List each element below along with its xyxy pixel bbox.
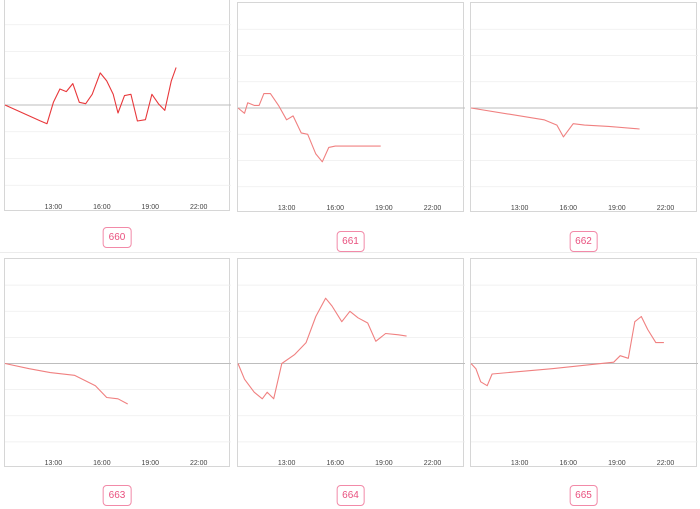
line-chart-660: 13:00 16:00 19:00 22:00 [4, 24, 231, 211]
x-tick-label: 22:00 [190, 204, 208, 211]
x-tick-label: 22:00 [424, 460, 442, 467]
line-chart-662: 13:00 16:00 19:00 22:00 [470, 28, 698, 212]
x-tick-label: 22:00 [657, 460, 675, 467]
x-tick-label: 16:00 [327, 205, 345, 212]
plot-area: 13:00 16:00 19:00 22:00 [4, 258, 231, 467]
x-tick-label: 13:00 [45, 204, 63, 211]
x-tick-label: 16:00 [327, 460, 345, 467]
x-tick-label: 13:00 [511, 460, 529, 467]
chart-id-badge[interactable]: 663 [102, 485, 132, 506]
x-tick-label: 19:00 [142, 460, 160, 467]
x-tick-label: 22:00 [190, 460, 208, 467]
series-line [4, 67, 177, 125]
x-tick-label: 19:00 [375, 460, 393, 467]
line-chart-663: 13:00 16:00 19:00 22:00 [4, 284, 231, 467]
x-tick-label: 13:00 [511, 205, 529, 212]
x-tick-label: 16:00 [93, 204, 111, 211]
chart-id-badge[interactable]: 662 [569, 231, 598, 252]
plot-area: 13:00 16:00 19:00 22:00 [4, 0, 231, 211]
series-line [237, 297, 407, 400]
plot-area: 13:00 16:00 19:00 22:00 [470, 2, 698, 212]
plot-area: 13:00 16:00 19:00 22:00 [237, 258, 465, 467]
chart-id-badge[interactable]: 661 [336, 231, 365, 252]
plot-area: 13:00 16:00 19:00 22:00 [470, 258, 698, 467]
chart-panel-665: 13:00 16:00 19:00 22:00 665 [470, 258, 698, 507]
series-line [4, 362, 128, 405]
x-tick-label: 19:00 [608, 205, 626, 212]
chart-panel-661: 13:00 16:00 19:00 22:00 661 [237, 2, 465, 253]
x-tick-label: 13:00 [278, 205, 296, 212]
chart-id-badge[interactable]: 660 [102, 227, 132, 248]
x-tick-label: 19:00 [142, 204, 160, 211]
plot-area: 13:00 16:00 19:00 22:00 [237, 2, 465, 212]
x-tick-label: 22:00 [657, 205, 675, 212]
chart-id-badge[interactable]: 664 [336, 485, 365, 506]
line-chart-664: 13:00 16:00 19:00 22:00 [237, 284, 465, 467]
series-line [470, 107, 640, 138]
series-line [237, 93, 381, 163]
chart-panel-663: 13:00 16:00 19:00 22:00 663 [4, 258, 231, 507]
chart-panel-662: 13:00 16:00 19:00 22:00 662 [470, 2, 698, 253]
x-tick-label: 19:00 [375, 205, 393, 212]
chart-id-badge[interactable]: 665 [569, 485, 598, 506]
x-tick-label: 22:00 [424, 205, 442, 212]
chart-panel-664: 13:00 16:00 19:00 22:00 664 [237, 258, 465, 507]
line-chart-661: 13:00 16:00 19:00 22:00 [237, 28, 465, 212]
series-line [470, 315, 664, 387]
x-tick-label: 16:00 [93, 460, 111, 467]
x-tick-label: 13:00 [45, 460, 63, 467]
line-chart-665: 13:00 16:00 19:00 22:00 [470, 284, 698, 467]
x-tick-label: 16:00 [560, 205, 578, 212]
x-tick-label: 13:00 [278, 460, 296, 467]
chart-panel-660: 13:00 16:00 19:00 22:00 660 [4, 0, 231, 249]
row-separator [0, 252, 700, 253]
x-tick-label: 16:00 [560, 460, 578, 467]
x-tick-label: 19:00 [608, 460, 626, 467]
